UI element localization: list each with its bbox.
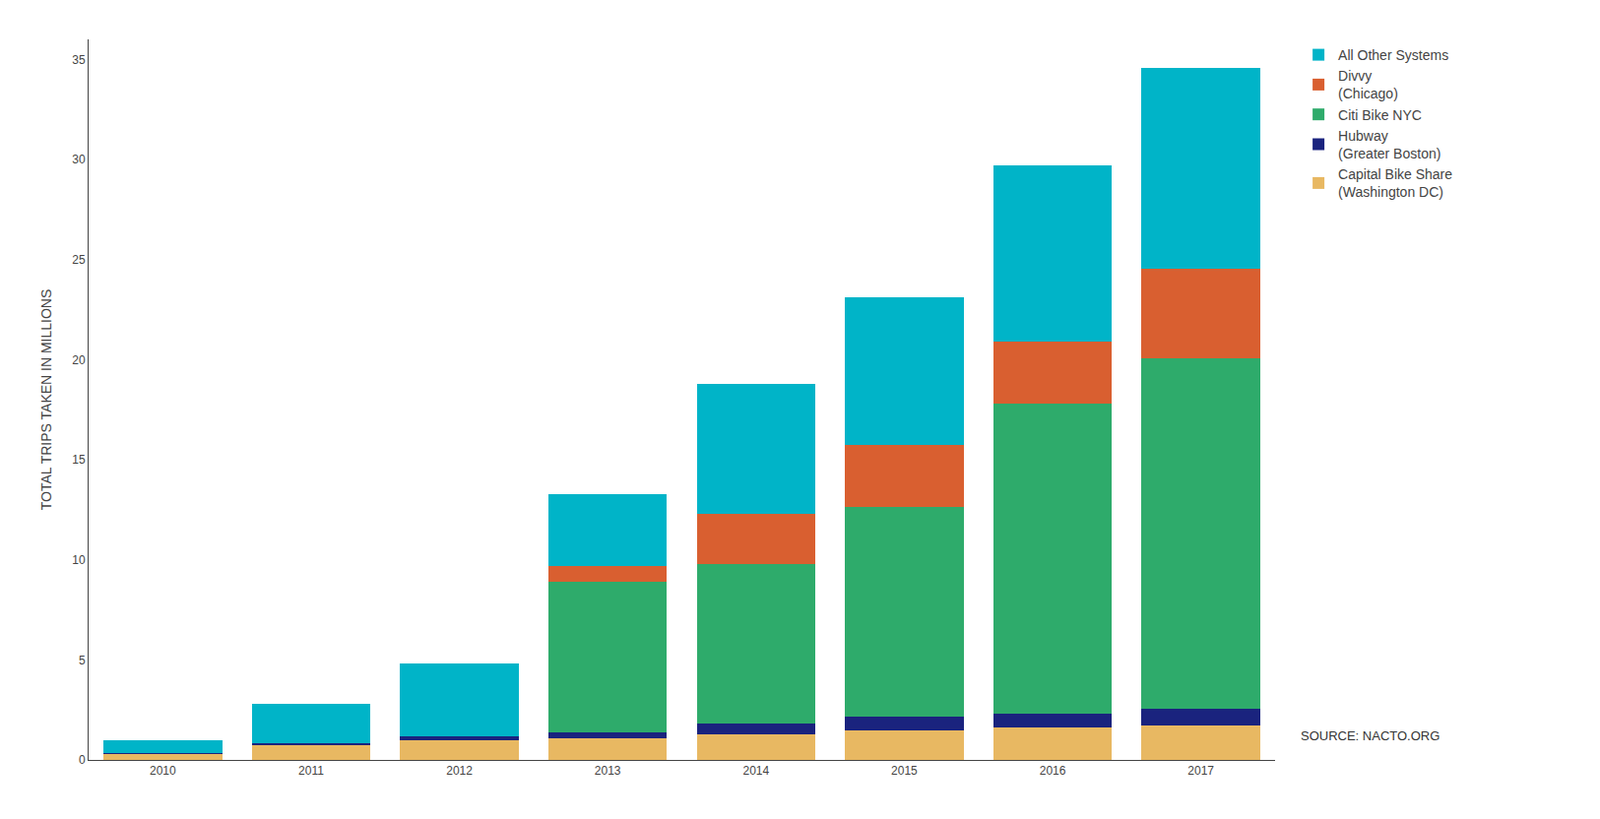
svg-text:Capital Bike Share(Washington: Capital Bike Share(Washington DC) bbox=[1338, 166, 1453, 200]
svg-text:25: 25 bbox=[71, 253, 86, 267]
svg-text:10: 10 bbox=[71, 553, 86, 568]
svg-text:20: 20 bbox=[71, 353, 86, 368]
svg-text:2016: 2016 bbox=[1039, 764, 1067, 778]
svg-text:2011: 2011 bbox=[298, 764, 324, 778]
svg-text:0: 0 bbox=[78, 753, 86, 768]
svg-text:Citi Bike NYC: Citi Bike NYC bbox=[1338, 107, 1422, 124]
svg-text:2015: 2015 bbox=[891, 764, 918, 778]
svg-text:35: 35 bbox=[71, 53, 86, 67]
svg-text:2017: 2017 bbox=[1187, 764, 1215, 778]
svg-text:TOTAL TRIPS TAKEN IN MILLIONS: TOTAL TRIPS TAKEN IN MILLIONS bbox=[38, 289, 55, 512]
svg-text:2012: 2012 bbox=[446, 764, 473, 778]
svg-text:Hubway(Greater Boston): Hubway(Greater Boston) bbox=[1338, 128, 1441, 162]
svg-text:Divvy(Chicago): Divvy(Chicago) bbox=[1338, 67, 1399, 102]
svg-text:All Other Systems: All Other Systems bbox=[1338, 47, 1449, 64]
svg-text:5: 5 bbox=[78, 653, 86, 668]
svg-text:15: 15 bbox=[71, 452, 86, 467]
svg-text:SOURCE: NACTO.ORG: SOURCE: NACTO.ORG bbox=[1300, 728, 1440, 744]
svg-text:30: 30 bbox=[71, 152, 86, 167]
svg-text:2014: 2014 bbox=[742, 764, 769, 778]
svg-text:2010: 2010 bbox=[149, 764, 177, 778]
svg-text:2013: 2013 bbox=[594, 764, 622, 778]
